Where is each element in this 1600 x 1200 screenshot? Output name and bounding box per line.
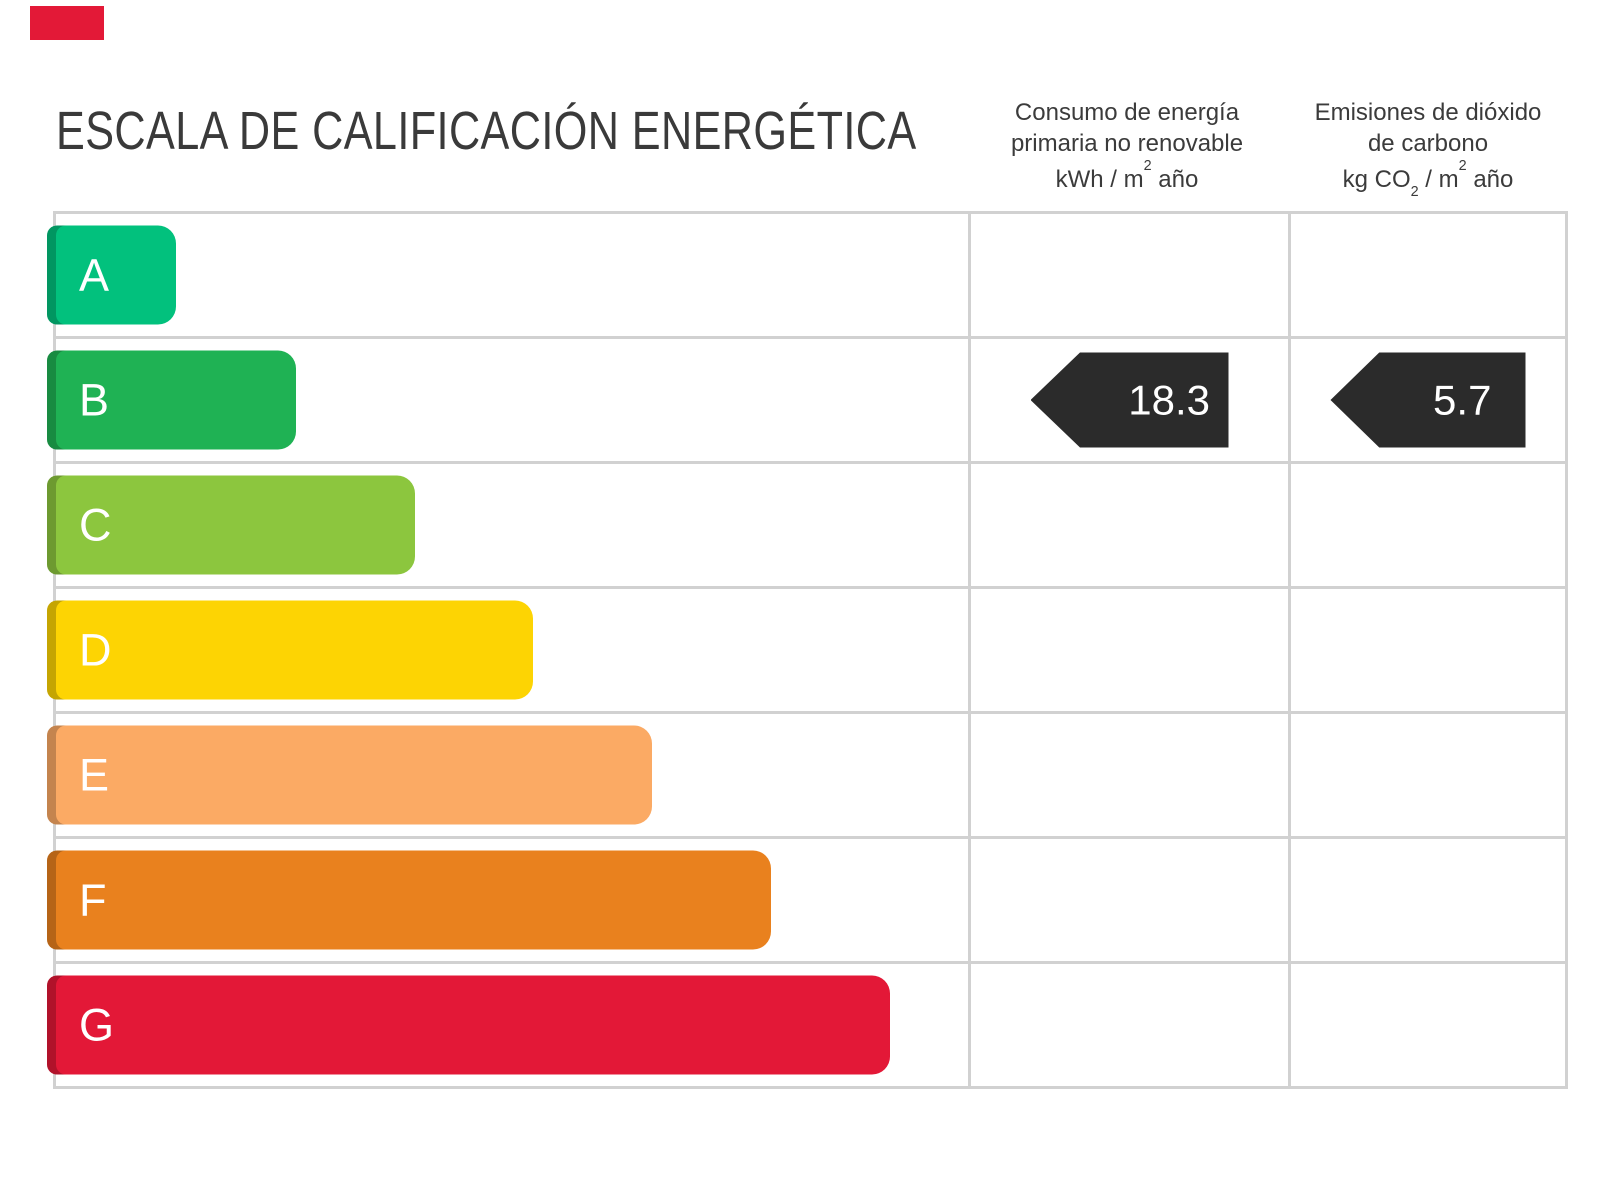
- scale-row-b-emissions-cell: 5.7: [1291, 339, 1565, 461]
- grade-bar-b: B: [47, 350, 296, 450]
- scale-row-g-bar-cell: G: [47, 964, 968, 1086]
- scale-row-a-emissions-cell: [1291, 214, 1565, 336]
- consumption-value-arrow: 18.3: [1030, 352, 1229, 448]
- grade-bar-g: G: [47, 975, 890, 1075]
- page-title: ESCALA DE CALIFICACIÓN ENERGÉTICA: [56, 101, 917, 161]
- scale-row-c-bar-cell: C: [47, 464, 968, 586]
- grade-bar-d: D: [47, 600, 533, 700]
- grade-letter-f: F: [79, 874, 107, 926]
- grade-letter-g: G: [79, 999, 115, 1051]
- scale-row-a-bar-cell: A: [47, 214, 968, 336]
- energy-scale-table: A B 18.3 5.7 C D E: [47, 211, 1568, 1089]
- scale-row-g-emissions-cell: [1291, 964, 1565, 1086]
- column-header-emissions-unit: kg CO2 / m2 año: [1342, 158, 1514, 201]
- column-header-consumption: Consumo de energía primaria no renovable…: [966, 97, 1288, 195]
- grade-bar-a: A: [47, 225, 176, 325]
- scale-row-e-bar-cell: E: [47, 714, 968, 836]
- scale-row-b-bar-cell: B: [47, 339, 968, 461]
- emissions-value: 5.7: [1433, 376, 1492, 423]
- scale-row-d-emissions-cell: [1291, 589, 1565, 711]
- column-header-consumption-unit: kWh / m2 año: [1055, 158, 1199, 193]
- column-header-emissions-line2: de carbono: [1367, 130, 1489, 157]
- grade-letter-e: E: [79, 749, 110, 801]
- scale-row-d-bar-cell: D: [47, 589, 968, 711]
- grade-letter-c: C: [79, 499, 112, 551]
- scale-row-g-consumption-cell: [971, 964, 1288, 1086]
- column-header-consumption-line1: Consumo de energía: [1014, 99, 1240, 126]
- scale-row-c-emissions-cell: [1291, 464, 1565, 586]
- scale-row-f-bar-cell: F: [47, 839, 968, 961]
- scale-row-c-consumption-cell: [971, 464, 1288, 586]
- grade-letter-b: B: [79, 374, 110, 426]
- column-header-emissions: Emisiones de dióxido de carbono kg CO2 /…: [1288, 97, 1568, 205]
- scale-row-f-consumption-cell: [971, 839, 1288, 961]
- column-header-emissions-line1: Emisiones de dióxido: [1314, 99, 1542, 126]
- scale-row-a-consumption-cell: [971, 214, 1288, 336]
- scale-row-b-consumption-cell: 18.3: [971, 339, 1288, 461]
- grade-bar-f: F: [47, 850, 771, 950]
- scale-row-e-emissions-cell: [1291, 714, 1565, 836]
- grade-letter-d: D: [79, 624, 112, 676]
- scale-row-e-consumption-cell: [971, 714, 1288, 836]
- red-corner-block: [30, 6, 104, 40]
- scale-row-f-emissions-cell: [1291, 839, 1565, 961]
- column-header-consumption-line2: primaria no renovable: [1010, 130, 1244, 157]
- consumption-value: 18.3: [1128, 376, 1210, 423]
- scale-row-d-consumption-cell: [971, 589, 1288, 711]
- grade-letter-a: A: [79, 249, 110, 301]
- grade-bar-e: E: [47, 725, 652, 825]
- grade-bar-c: C: [47, 475, 415, 575]
- emissions-value-arrow: 5.7: [1330, 352, 1526, 448]
